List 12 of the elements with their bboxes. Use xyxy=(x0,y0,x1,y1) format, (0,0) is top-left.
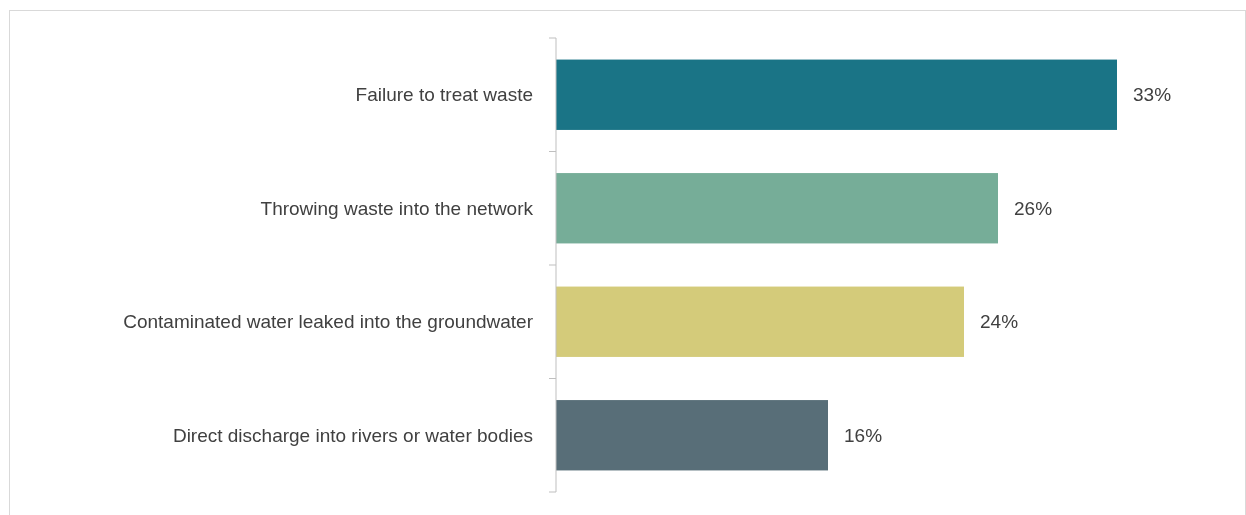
data-label: 26% xyxy=(1014,197,1053,219)
y-tick-label: Throwing waste into the network xyxy=(260,197,534,219)
y-tick-label: Contaminated water leaked into the groundwater xyxy=(123,311,534,333)
bar xyxy=(556,59,1117,130)
data-label: 16% xyxy=(844,424,883,446)
data-label: 24% xyxy=(980,311,1019,333)
y-tick-label: Direct discharge into rivers or water bodies xyxy=(172,424,533,446)
bar xyxy=(556,173,998,244)
bar xyxy=(556,400,828,471)
bar xyxy=(556,286,964,357)
y-tick-label: Failure to treat waste xyxy=(355,84,533,106)
data-label: 33% xyxy=(1133,84,1172,106)
